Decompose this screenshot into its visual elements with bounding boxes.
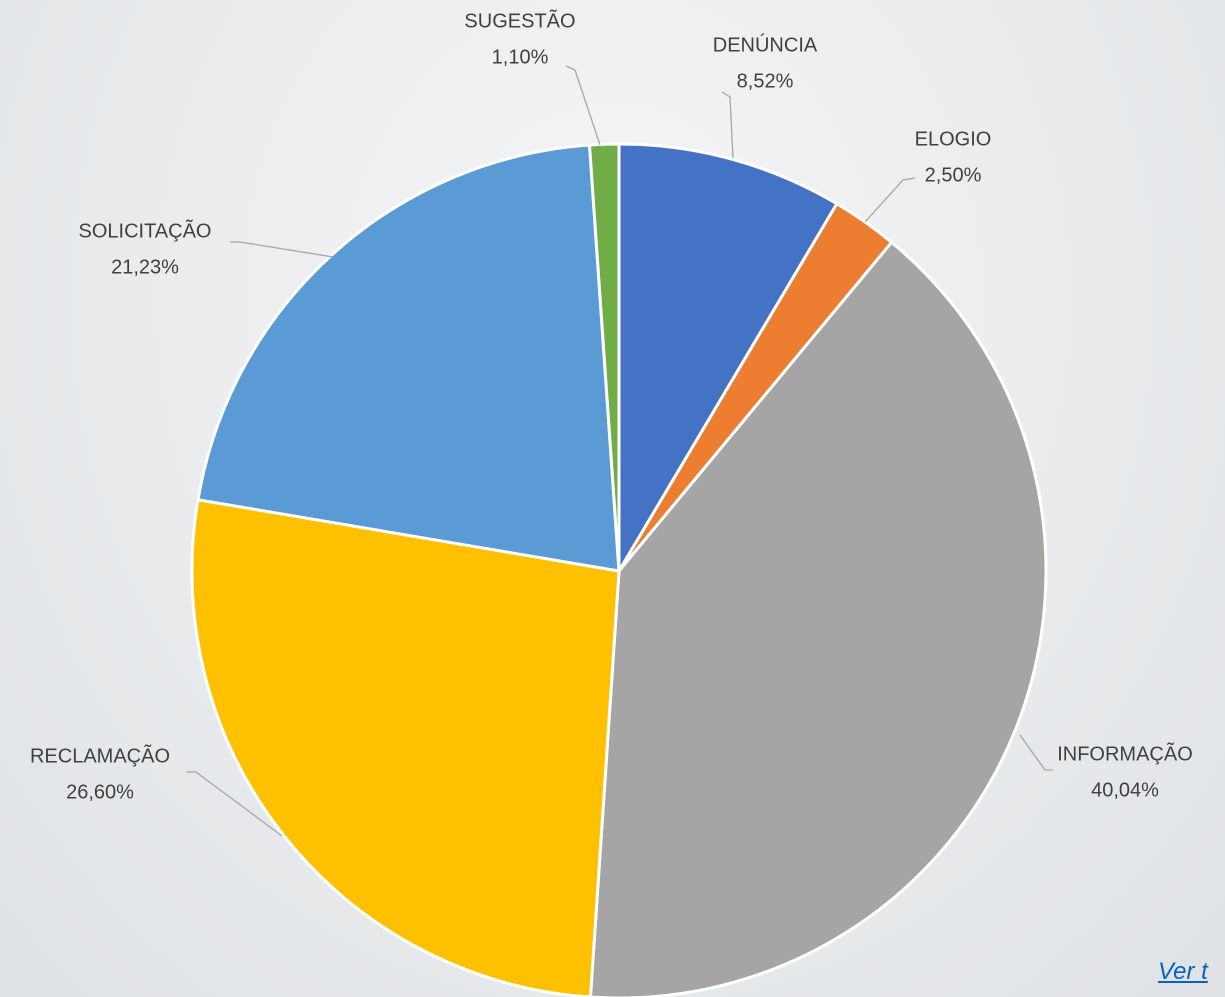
slice-value-label: 40,04% xyxy=(1091,779,1159,801)
leader-line xyxy=(1020,735,1053,770)
leader-line xyxy=(865,178,915,222)
page: DENÚNCIA 8,52% ELOGIO 2,50% INFORMAÇÃO 40,04%… xyxy=(0,0,1225,997)
slice-label: INFORMAÇÃO xyxy=(1057,741,1193,765)
slice-value-label: 1,10% xyxy=(492,46,549,68)
slice-label: ELOGIO xyxy=(915,128,992,150)
slice-value-label: 21,23% xyxy=(111,256,179,278)
leader-line xyxy=(722,92,733,158)
slice-value-label: 2,50% xyxy=(925,164,982,186)
slice-label: DENÚNCIA xyxy=(713,33,818,56)
slice-value-label: 8,52% xyxy=(737,70,794,92)
slice-label: RECLAMAÇÃO xyxy=(30,743,170,767)
leader-line xyxy=(230,242,333,257)
slice-label: SUGESTÃO xyxy=(464,8,575,32)
pie-slice xyxy=(192,500,619,997)
view-all-link[interactable]: Ver t xyxy=(1158,958,1208,986)
pie-slice xyxy=(198,145,619,571)
slice-value-label: 26,60% xyxy=(66,781,134,803)
leader-line xyxy=(566,66,600,145)
slice-label: SOLICITAÇÃO xyxy=(79,218,212,242)
chart: DENÚNCIA 8,52% ELOGIO 2,50% INFORMAÇÃO 40,04%… xyxy=(0,0,1225,997)
